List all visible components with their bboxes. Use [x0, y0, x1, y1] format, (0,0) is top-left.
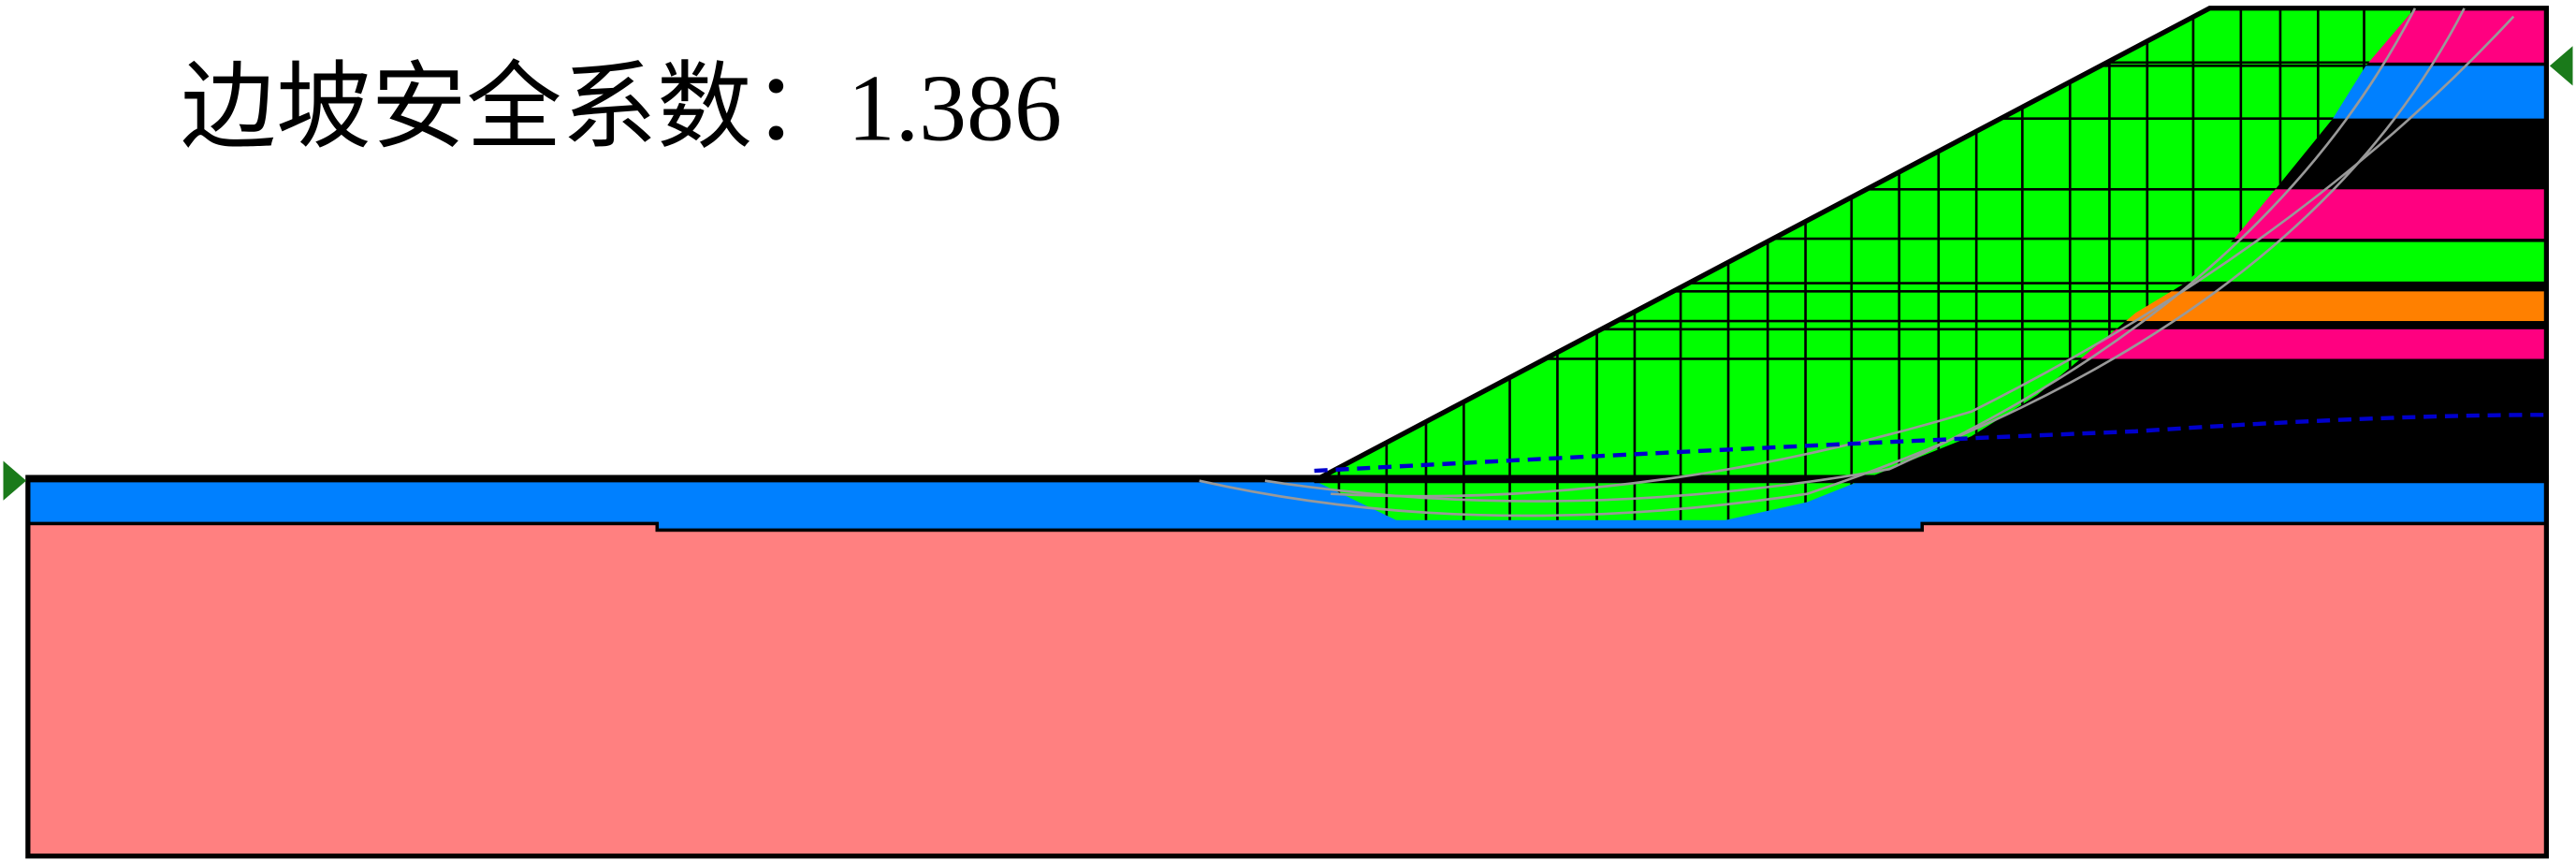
water-table	[1314, 413, 2547, 474]
layer	[1314, 66, 2547, 119]
slope-outline	[1313, 6, 2550, 484]
blue-layer	[26, 478, 2549, 533]
boundary-marker	[3, 460, 27, 501]
trial-arc	[1199, 7, 2466, 518]
model-border	[25, 474, 2550, 859]
trial-arc	[1264, 7, 2417, 503]
boundary-marker	[2549, 46, 2573, 86]
trial-surfaces	[1199, 7, 2515, 518]
pink-foundation	[26, 521, 2549, 858]
trial-arc	[1331, 15, 2515, 498]
safety-factor-title: 边坡安全系数：1.386	[181, 55, 1062, 161]
